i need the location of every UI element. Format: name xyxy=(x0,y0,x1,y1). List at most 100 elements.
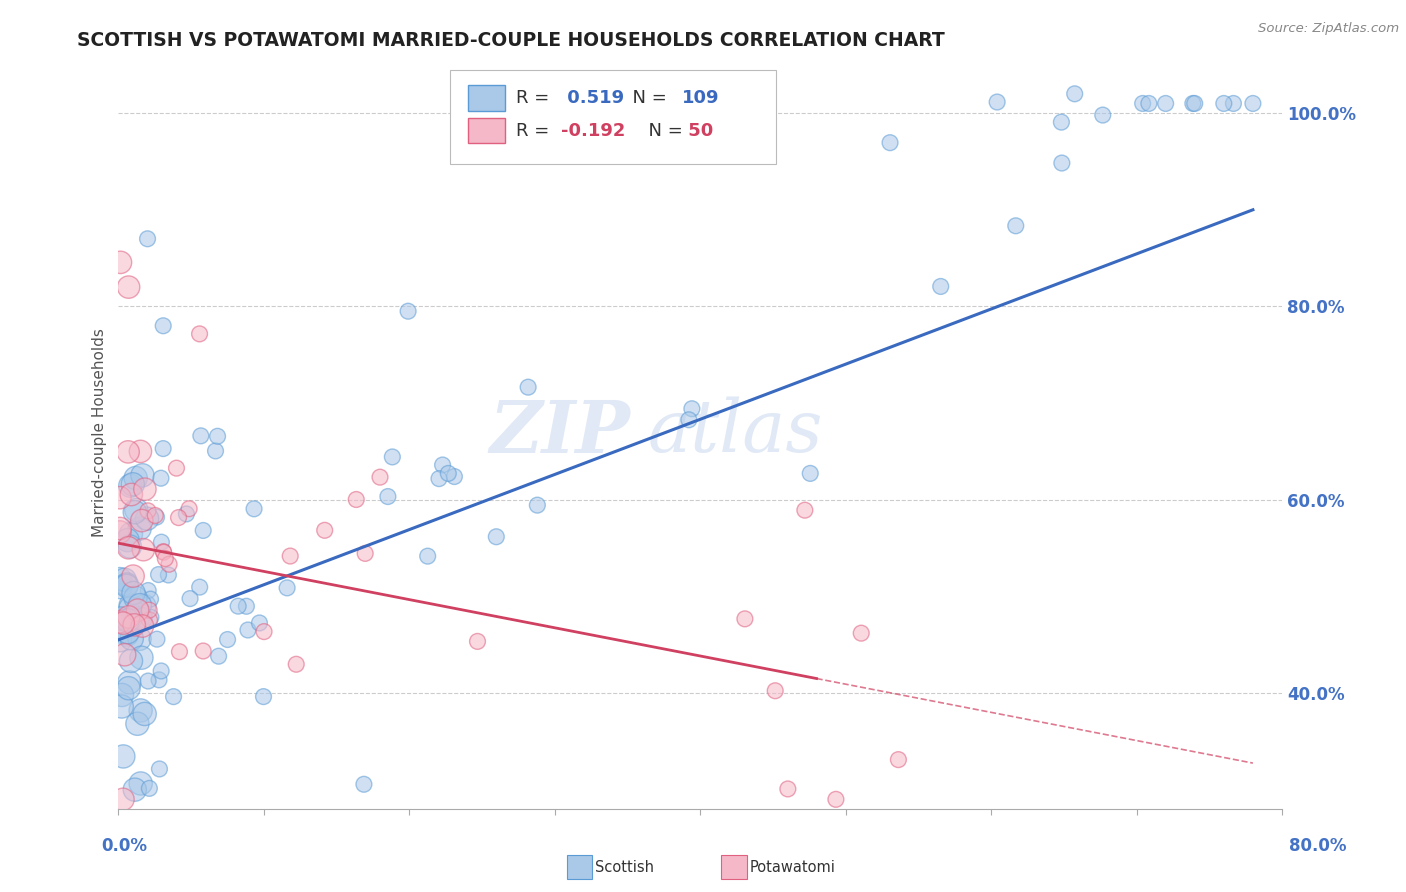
Point xyxy=(129,776,152,790)
Point xyxy=(193,644,215,658)
Point xyxy=(120,654,142,668)
Point xyxy=(354,546,377,560)
Point xyxy=(118,675,141,690)
Point xyxy=(150,535,173,549)
Point xyxy=(124,505,146,519)
Text: atlas: atlas xyxy=(648,397,824,467)
Point xyxy=(122,618,145,632)
Point xyxy=(166,461,188,475)
Point xyxy=(314,524,336,538)
Text: R =: R = xyxy=(516,89,555,107)
Point xyxy=(136,511,159,525)
Point xyxy=(1241,96,1264,111)
Point xyxy=(467,634,489,648)
Point xyxy=(517,380,540,394)
Point xyxy=(157,558,180,572)
Point xyxy=(155,551,177,566)
Point xyxy=(396,304,419,318)
Point xyxy=(887,753,910,767)
Text: ZIP: ZIP xyxy=(489,397,630,467)
Point xyxy=(207,649,229,664)
Text: 50: 50 xyxy=(682,121,713,139)
Point xyxy=(681,401,703,416)
Point xyxy=(108,521,131,535)
Point xyxy=(1050,156,1073,170)
Point xyxy=(243,501,266,516)
Point xyxy=(167,510,190,524)
Point xyxy=(253,624,276,639)
Text: 80.0%: 80.0% xyxy=(1289,837,1347,855)
Point xyxy=(131,468,153,483)
Point xyxy=(1132,96,1154,111)
Point xyxy=(118,610,141,624)
Point xyxy=(129,444,152,458)
Point xyxy=(114,648,136,662)
Point xyxy=(1050,115,1073,129)
Point xyxy=(437,467,460,481)
Point xyxy=(134,599,156,614)
Point xyxy=(377,490,399,504)
Point xyxy=(136,583,159,598)
Point xyxy=(1004,219,1026,233)
Point xyxy=(825,792,848,806)
Text: -0.192: -0.192 xyxy=(561,121,624,139)
Point xyxy=(179,591,201,606)
Point xyxy=(131,650,153,665)
Point xyxy=(110,611,132,625)
Point xyxy=(124,591,146,605)
Point xyxy=(169,645,191,659)
Point xyxy=(226,599,249,614)
Point xyxy=(150,664,173,678)
Point xyxy=(763,683,786,698)
Point xyxy=(793,503,815,517)
Point xyxy=(110,255,132,269)
Point xyxy=(734,612,756,626)
Point xyxy=(108,524,131,539)
FancyBboxPatch shape xyxy=(468,86,505,111)
Point xyxy=(115,577,138,591)
Point xyxy=(188,580,211,594)
Point xyxy=(152,318,174,333)
Point xyxy=(138,613,160,627)
Point xyxy=(132,542,155,557)
Point xyxy=(152,545,174,559)
Point xyxy=(157,568,180,582)
Point xyxy=(1212,96,1234,111)
Point xyxy=(127,716,149,731)
Point xyxy=(128,598,150,612)
Point xyxy=(526,498,548,512)
Point xyxy=(127,611,149,625)
Point xyxy=(114,573,136,587)
Point xyxy=(108,633,131,648)
Point xyxy=(112,749,135,764)
Point xyxy=(139,592,162,607)
Point xyxy=(190,429,212,443)
Point xyxy=(117,533,139,548)
Point xyxy=(121,477,143,491)
Point xyxy=(127,603,149,617)
Point xyxy=(131,619,153,633)
Point xyxy=(176,507,198,521)
Point xyxy=(353,777,375,791)
Point xyxy=(122,569,145,583)
Point xyxy=(128,522,150,536)
Point xyxy=(929,279,952,293)
Point xyxy=(236,623,259,637)
Point xyxy=(145,510,167,524)
Point xyxy=(118,540,141,554)
Point xyxy=(115,627,138,641)
Point xyxy=(110,580,132,594)
Point xyxy=(139,610,162,624)
Point xyxy=(111,792,134,806)
Point xyxy=(134,706,156,721)
Point xyxy=(368,470,391,484)
Point xyxy=(249,615,271,630)
Point xyxy=(1091,108,1114,122)
Point xyxy=(111,699,134,714)
Text: N =: N = xyxy=(621,89,666,107)
Point xyxy=(188,326,211,341)
Point xyxy=(108,572,131,586)
Point xyxy=(121,632,143,646)
Point xyxy=(799,467,821,481)
Point xyxy=(252,690,274,704)
